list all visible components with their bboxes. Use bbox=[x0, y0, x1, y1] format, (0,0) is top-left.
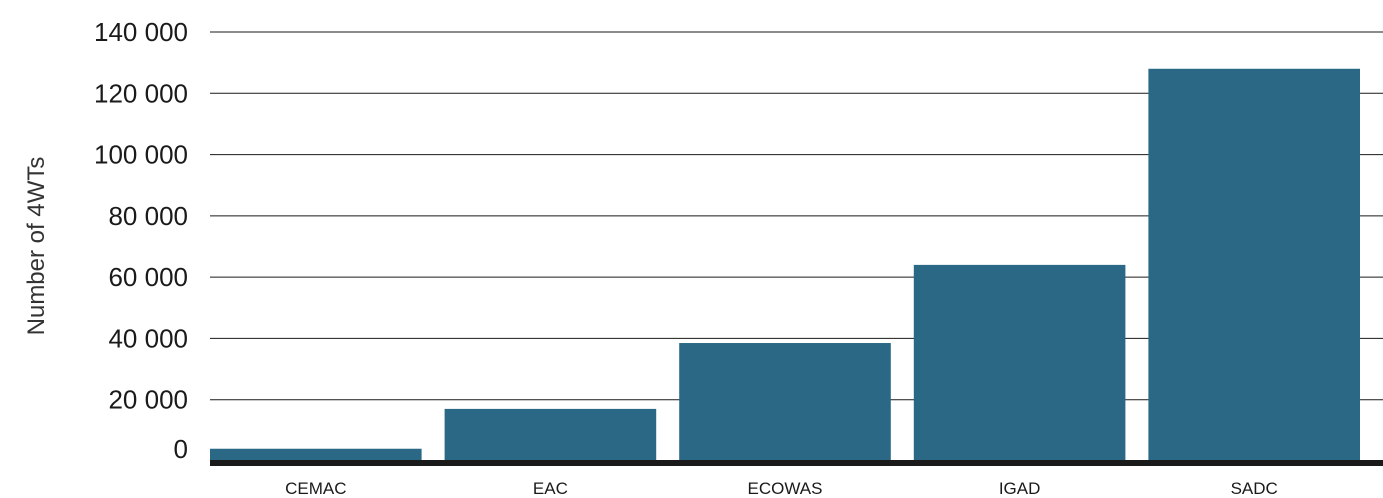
y-axis-tick-labels: 0 20 000 40 000 60 000 80 000 100 000 120 000 1… bbox=[94, 17, 188, 464]
bar-ecowas bbox=[679, 343, 891, 461]
bar-cemac bbox=[210, 449, 422, 461]
y-tick-label: 140 000 bbox=[94, 17, 188, 47]
y-tick-label: 40 000 bbox=[108, 323, 188, 353]
y-tick-label: 120 000 bbox=[94, 78, 188, 108]
y-tick-label: 100 000 bbox=[94, 140, 188, 170]
bars bbox=[210, 69, 1360, 461]
x-tick-label: ECOWAS bbox=[748, 479, 823, 498]
x-axis-tick-labels: CEMAC EAC ECOWAS IGAD SADC bbox=[285, 479, 1278, 498]
x-tick-label: IGAD bbox=[999, 479, 1041, 498]
x-tick-label: EAC bbox=[533, 479, 568, 498]
x-tick-label: SADC bbox=[1231, 479, 1278, 498]
y-tick-label: 60 000 bbox=[108, 262, 188, 292]
y-axis-label: Number of 4WTs bbox=[23, 157, 50, 336]
bar-eac bbox=[445, 409, 657, 461]
x-tick-label: CEMAC bbox=[285, 479, 346, 498]
x-axis-line bbox=[210, 460, 1383, 466]
bar-igad bbox=[914, 265, 1126, 461]
y-tick-label: 20 000 bbox=[108, 385, 188, 415]
y-tick-label: 0 bbox=[174, 434, 188, 464]
x-axis-baseline bbox=[210, 460, 1383, 466]
bar-sadc bbox=[1148, 69, 1360, 461]
y-tick-label: 80 000 bbox=[108, 201, 188, 231]
